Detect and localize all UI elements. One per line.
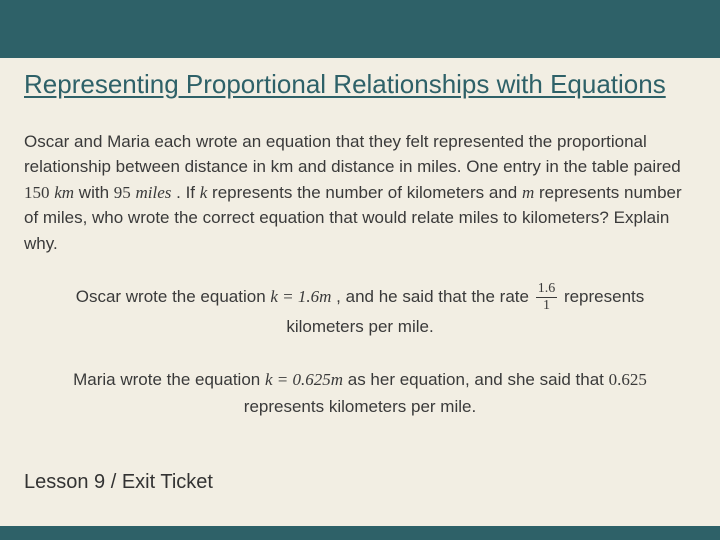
var-m: m: [522, 183, 534, 202]
problem-text: Oscar and Maria each wrote an equation t…: [24, 129, 696, 257]
maria-eqn: k = 0.625m: [265, 370, 343, 389]
slide-title: Representing Proportional Relationships …: [24, 68, 696, 101]
maria-post: represents kilometers per mile.: [244, 397, 476, 416]
maria-statement: Maria wrote the equation k = 0.625m as h…: [60, 366, 660, 420]
oscar-statement: Oscar wrote the equation k = 1.6m , and …: [60, 282, 660, 340]
oscar-mid: , and he said that the rate: [336, 287, 534, 306]
footer-band: [0, 526, 720, 540]
header-band: [0, 0, 720, 58]
pair-km-unit: km: [54, 183, 74, 202]
maria-pre: Maria wrote the equation: [73, 370, 265, 389]
oscar-frac-den: 1: [536, 298, 558, 313]
oscar-frac-num: 1.6: [536, 282, 558, 298]
problem-intro-2: with: [79, 183, 114, 202]
oscar-pre: Oscar wrote the equation: [76, 287, 271, 306]
pair-miles-value: 95: [114, 183, 131, 202]
oscar-eqn: k = 1.6m: [270, 287, 331, 306]
slide-content: Representing Proportional Relationships …: [0, 58, 720, 421]
problem-intro-3: . If: [176, 183, 200, 202]
problem-intro-1: Oscar and Maria each wrote an equation t…: [24, 132, 681, 177]
problem-intro-4: represents the number of kilometers and: [212, 183, 522, 202]
pair-km-value: 150: [24, 183, 50, 202]
footer-text: Lesson 9 / Exit Ticket: [24, 471, 213, 494]
maria-value: 0.625: [609, 370, 647, 389]
oscar-rate-fraction: 1.6 1: [536, 282, 558, 313]
maria-mid: as her equation, and she said that: [348, 370, 609, 389]
pair-miles-unit: miles: [136, 183, 172, 202]
var-k: k: [200, 183, 208, 202]
